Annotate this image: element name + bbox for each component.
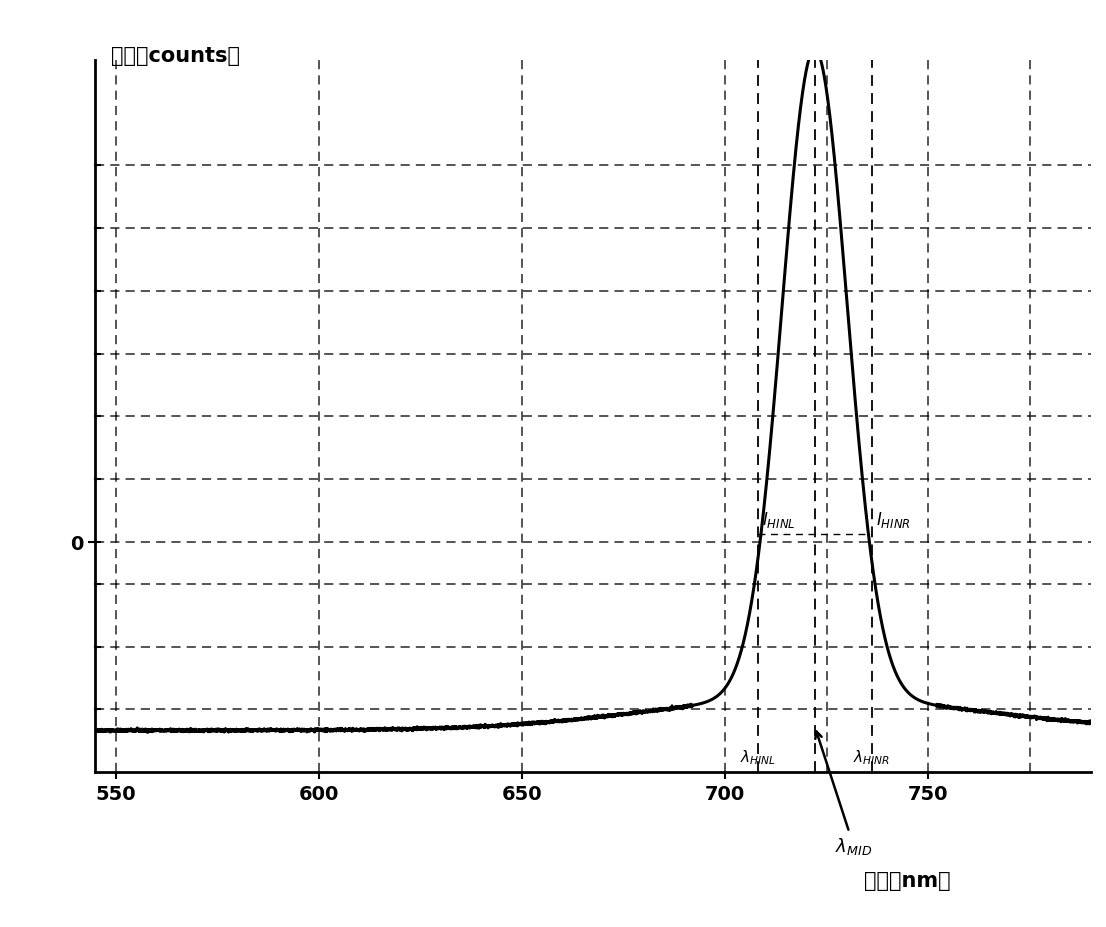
Text: 波长（nm）: 波长（nm） <box>864 870 950 890</box>
Text: $I_{HINR}$: $I_{HINR}$ <box>876 510 910 530</box>
Text: 强度（counts）: 强度（counts） <box>111 46 240 67</box>
Text: $\lambda_{HINR}$: $\lambda_{HINR}$ <box>853 747 890 766</box>
Text: $I_{HINL}$: $I_{HINL}$ <box>762 510 795 530</box>
Text: $\lambda_{HINL}$: $\lambda_{HINL}$ <box>740 747 776 766</box>
Text: $\lambda_{MID}$: $\lambda_{MID}$ <box>815 731 873 857</box>
